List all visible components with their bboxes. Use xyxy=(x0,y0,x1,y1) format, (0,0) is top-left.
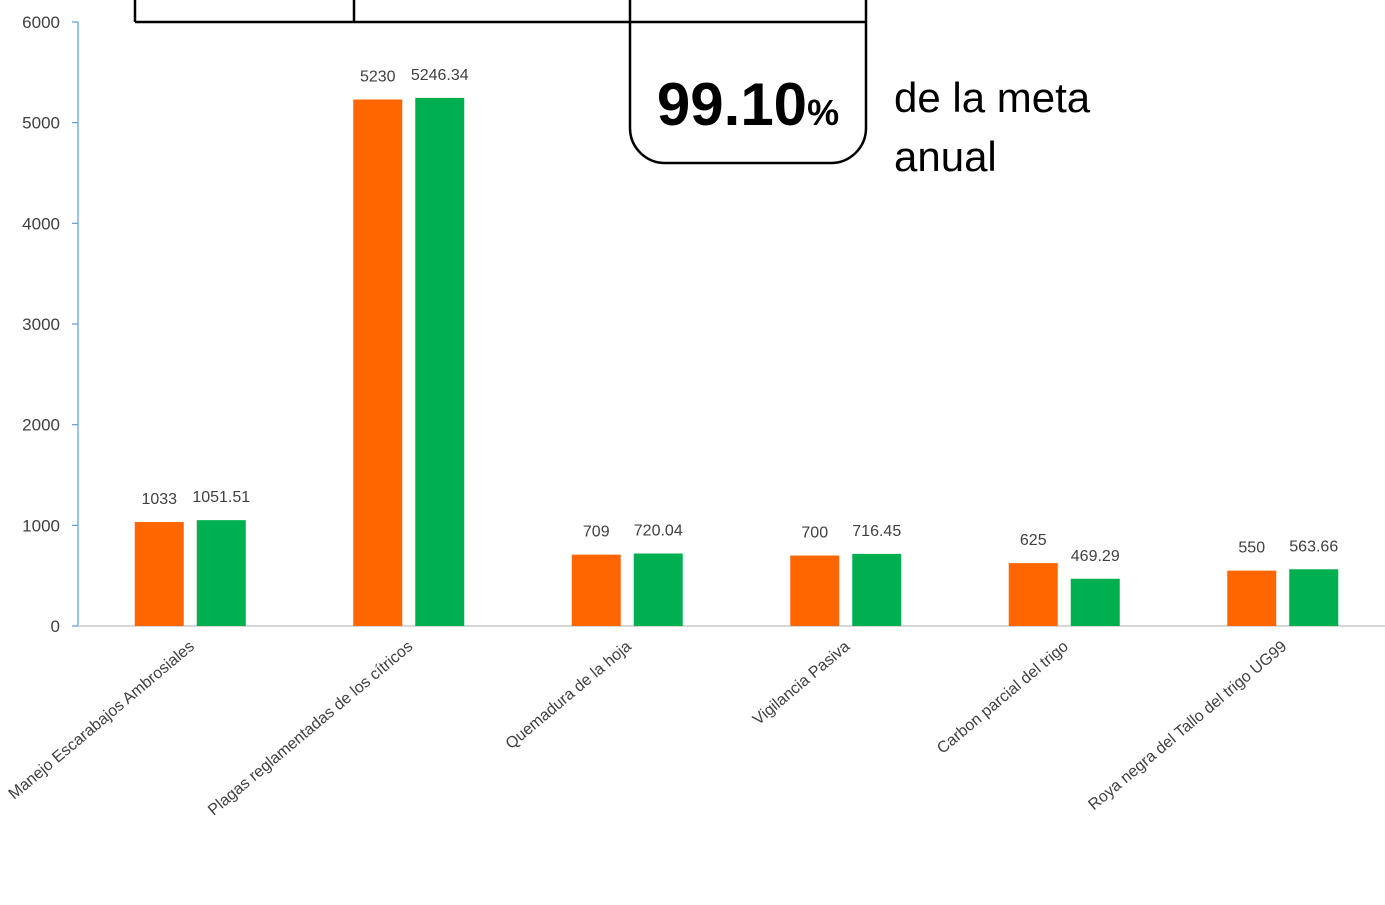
x-tick-label: Manejo Escarabajos Ambrosiales xyxy=(6,638,198,803)
bar xyxy=(1070,578,1120,626)
x-tick-label: Quemadura de la hoja xyxy=(503,638,635,753)
y-tick-label: 4000 xyxy=(22,214,60,233)
caption: de la meta xyxy=(894,74,1091,121)
bar xyxy=(415,97,465,627)
data-label: 720.04 xyxy=(634,523,683,540)
x-tick-label: Roya negra del Tallo del trigo UG99 xyxy=(1085,638,1290,814)
bar xyxy=(571,554,621,626)
y-tick-label: 0 xyxy=(51,617,60,636)
x-tick-label: Carbon parcial del trigo xyxy=(934,638,1072,757)
annotation: 99.10% xyxy=(657,71,839,138)
data-label: 716.45 xyxy=(852,523,901,540)
x-tick-label: Vigilancia Pasiva xyxy=(750,638,853,729)
y-tick-label: 1000 xyxy=(22,516,60,535)
data-label: 563.66 xyxy=(1289,538,1338,555)
bar xyxy=(1227,570,1277,626)
bar xyxy=(353,99,403,627)
annotation-unit: % xyxy=(807,92,839,133)
data-label: 550 xyxy=(1238,540,1265,557)
data-label: 700 xyxy=(801,525,828,542)
y-tick-label: 6000 xyxy=(22,13,60,32)
data-label: 625 xyxy=(1020,532,1047,549)
y-tick-label: 5000 xyxy=(22,114,60,133)
data-label: 1033 xyxy=(141,491,177,508)
y-tick-label: 2000 xyxy=(22,416,60,435)
data-label: 5246.34 xyxy=(411,67,469,84)
bar xyxy=(1289,569,1339,626)
top-boxes xyxy=(133,0,868,165)
bar xyxy=(196,520,246,626)
y-tick-label: 3000 xyxy=(22,315,60,334)
annotation-value: 99.10 xyxy=(657,71,807,138)
bar xyxy=(633,553,683,626)
x-tick-label: Plagas reglamentadas de los cítricos xyxy=(205,638,416,819)
bar xyxy=(790,555,840,626)
data-label: 1051.51 xyxy=(192,489,250,506)
data-label: 709 xyxy=(583,524,610,541)
bar xyxy=(1008,563,1058,626)
bar xyxy=(134,522,184,626)
bar xyxy=(852,553,902,626)
caption: anual xyxy=(894,133,997,180)
data-label: 5230 xyxy=(360,69,396,86)
data-label: 469.29 xyxy=(1071,548,1120,565)
